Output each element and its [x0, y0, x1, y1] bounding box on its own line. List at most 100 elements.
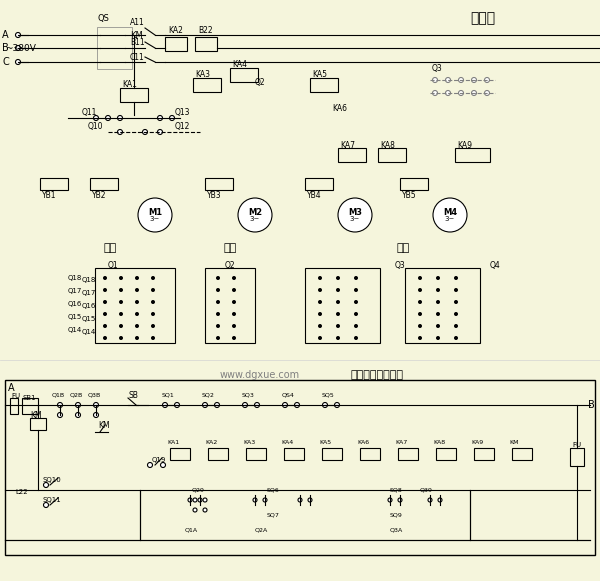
Text: A11: A11 — [130, 17, 145, 27]
Circle shape — [215, 403, 220, 407]
Text: Q15: Q15 — [82, 316, 96, 322]
Bar — [570, 448, 584, 466]
Text: KA1: KA1 — [167, 440, 179, 446]
Text: ~380V: ~380V — [5, 44, 36, 52]
Text: Q15: Q15 — [68, 314, 82, 320]
Text: Q29: Q29 — [192, 487, 205, 493]
Circle shape — [318, 276, 322, 280]
Circle shape — [193, 508, 197, 512]
Bar — [120, 88, 148, 102]
Circle shape — [436, 201, 464, 229]
Circle shape — [428, 498, 432, 502]
Circle shape — [16, 33, 20, 38]
Bar — [165, 37, 187, 51]
Circle shape — [436, 300, 440, 304]
Text: A: A — [2, 30, 8, 40]
Text: www.dgxue.com: www.dgxue.com — [220, 370, 300, 380]
Circle shape — [323, 403, 328, 407]
Text: KA7: KA7 — [395, 440, 407, 446]
Text: KA2: KA2 — [168, 26, 183, 34]
Text: Q2: Q2 — [255, 77, 266, 87]
Circle shape — [485, 77, 490, 83]
Circle shape — [454, 288, 458, 292]
Bar — [205, 268, 255, 343]
Text: KA9: KA9 — [471, 440, 483, 446]
Text: SB: SB — [128, 390, 138, 400]
Circle shape — [232, 276, 236, 280]
Text: 3~: 3~ — [350, 216, 360, 222]
Text: KA7: KA7 — [340, 141, 355, 149]
Circle shape — [151, 324, 155, 328]
Circle shape — [318, 300, 322, 304]
Circle shape — [458, 91, 464, 95]
Circle shape — [232, 312, 236, 316]
Circle shape — [76, 413, 80, 418]
Bar — [230, 68, 258, 82]
Bar — [140, 490, 470, 540]
Circle shape — [103, 336, 107, 340]
Text: 小车: 小车 — [223, 243, 236, 253]
Circle shape — [472, 77, 476, 83]
Text: YB3: YB3 — [207, 191, 221, 199]
Circle shape — [418, 300, 422, 304]
Bar — [360, 448, 380, 460]
Text: M3: M3 — [348, 207, 362, 217]
Circle shape — [151, 276, 155, 280]
Circle shape — [94, 413, 98, 418]
Text: SQ5: SQ5 — [322, 393, 335, 397]
Circle shape — [103, 276, 107, 280]
Bar — [90, 178, 118, 190]
Circle shape — [143, 130, 148, 134]
Text: C11: C11 — [130, 52, 145, 62]
Text: 大车: 大车 — [397, 243, 410, 253]
Circle shape — [418, 288, 422, 292]
Circle shape — [135, 300, 139, 304]
Circle shape — [318, 312, 322, 316]
Text: L22: L22 — [15, 489, 28, 495]
Text: B: B — [2, 43, 9, 53]
Text: KA6: KA6 — [332, 103, 347, 113]
Circle shape — [161, 462, 166, 468]
Bar — [10, 398, 18, 414]
Text: M4: M4 — [443, 207, 457, 217]
Circle shape — [458, 77, 464, 83]
Text: SQ6: SQ6 — [267, 487, 280, 493]
Bar — [305, 268, 380, 343]
Circle shape — [141, 201, 169, 229]
Circle shape — [436, 276, 440, 280]
Circle shape — [454, 336, 458, 340]
Circle shape — [170, 116, 175, 120]
Circle shape — [418, 336, 422, 340]
Circle shape — [335, 403, 340, 407]
Circle shape — [216, 336, 220, 340]
Text: KM: KM — [30, 411, 41, 421]
Circle shape — [232, 288, 236, 292]
Circle shape — [119, 336, 123, 340]
Circle shape — [433, 198, 467, 232]
Text: Q3A: Q3A — [390, 528, 403, 533]
Text: KM: KM — [98, 421, 110, 431]
Bar — [338, 148, 366, 162]
Text: KA4: KA4 — [232, 59, 247, 69]
Circle shape — [158, 130, 163, 134]
Circle shape — [446, 77, 451, 83]
Circle shape — [232, 336, 236, 340]
Circle shape — [151, 336, 155, 340]
Bar — [246, 448, 266, 460]
Text: KA3: KA3 — [243, 440, 255, 446]
Circle shape — [354, 276, 358, 280]
Circle shape — [198, 498, 202, 502]
Circle shape — [295, 403, 299, 407]
Circle shape — [298, 498, 302, 502]
Circle shape — [193, 498, 197, 502]
Bar — [474, 448, 494, 460]
Circle shape — [433, 91, 437, 95]
Circle shape — [388, 498, 392, 502]
Circle shape — [354, 288, 358, 292]
Circle shape — [283, 403, 287, 407]
Text: QS: QS — [97, 13, 109, 23]
Text: YB1: YB1 — [42, 191, 56, 199]
Circle shape — [103, 312, 107, 316]
Text: Q2B: Q2B — [70, 393, 83, 397]
Circle shape — [103, 324, 107, 328]
